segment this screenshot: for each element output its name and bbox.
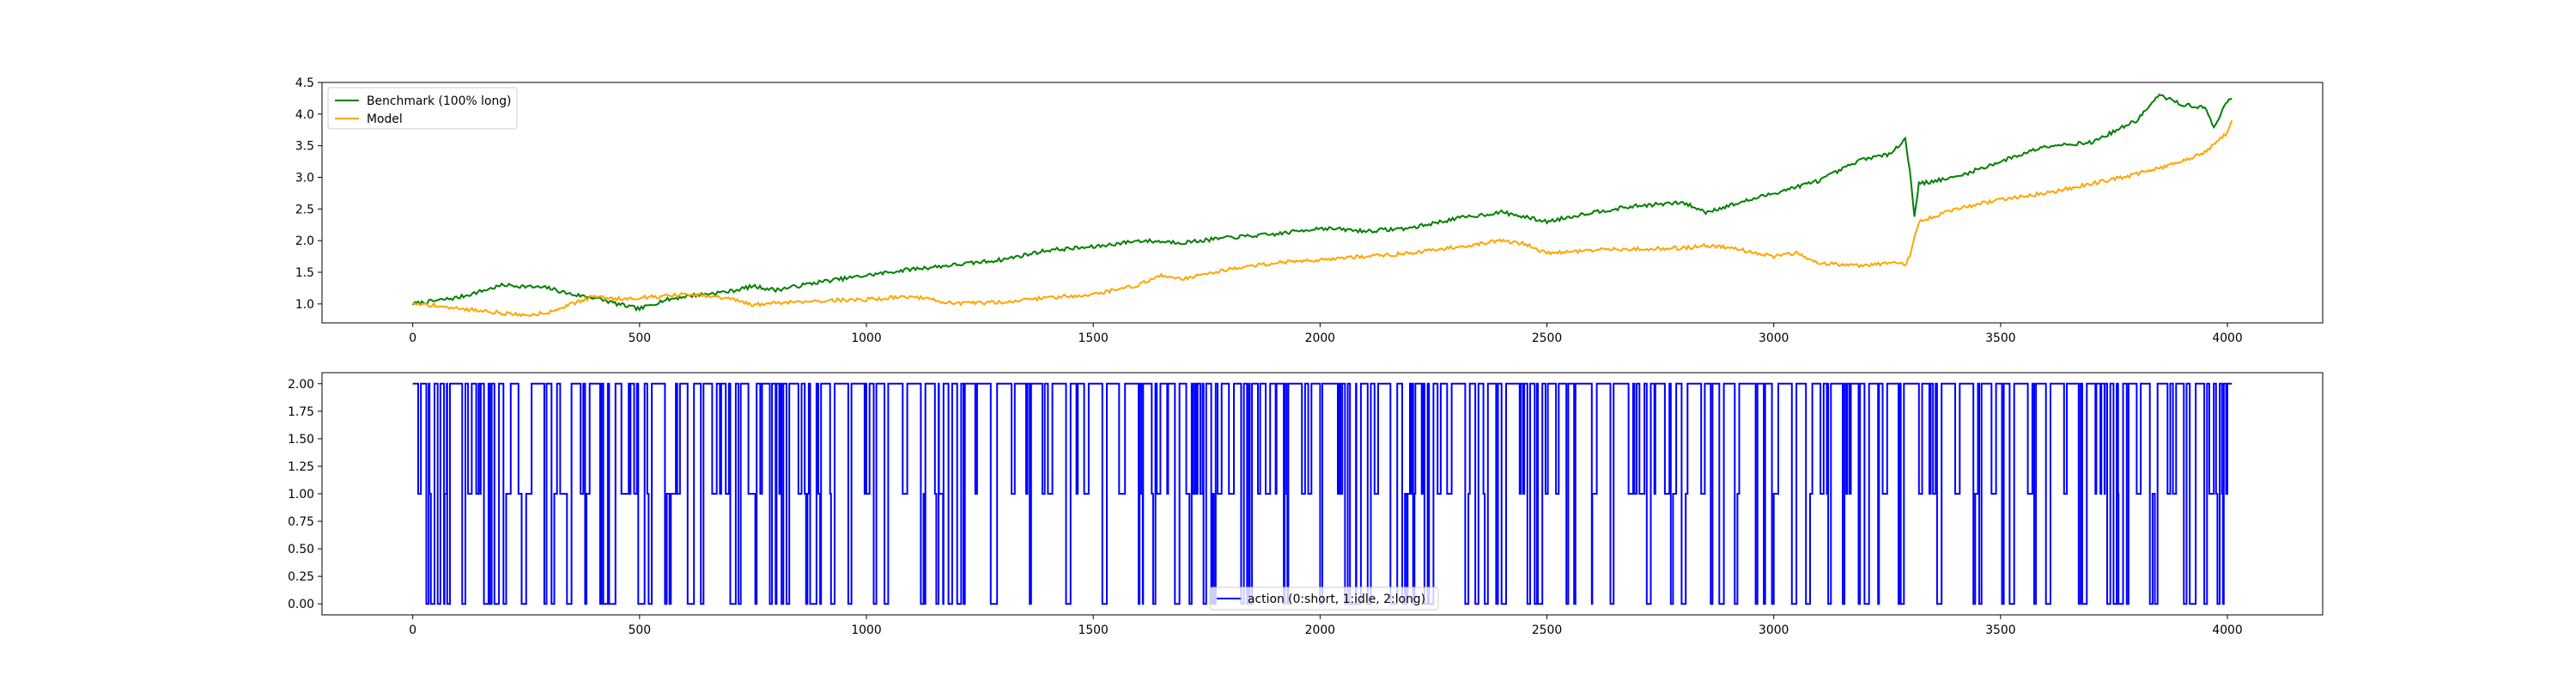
legend: Benchmark (100% long) Model	[327, 87, 518, 130]
y-tick-label: 2.0	[295, 234, 314, 248]
x-tick-label: 3000	[1759, 331, 1789, 345]
x-tick-label: 1500	[1078, 623, 1109, 637]
x-tick-label: 2500	[1532, 623, 1562, 637]
legend-label: action (0:short, 1:idle, 2:long)	[1248, 593, 1425, 606]
chart-top-benchmark-vs-model: 0 500 1000 1500 2000 2500 3000 3500 4000 1.0 1.5 2.…	[295, 76, 2324, 345]
x-tick-label: 1000	[851, 331, 881, 345]
y-tick-label: 0.50	[288, 543, 314, 556]
x-tick-label: 2000	[1305, 623, 1335, 637]
x-tick-label: 2000	[1305, 331, 1335, 345]
axes-frame	[321, 82, 2324, 324]
chart-bottom-action: 0 500 1000 1500 2000 2500 3000 3500 4000 0.00 0.25…	[288, 372, 2324, 637]
x-tick-label: 500	[629, 331, 652, 345]
series-line-model	[412, 119, 2233, 318]
x-tick-label: 4000	[2212, 331, 2242, 345]
plot-area	[411, 93, 2233, 318]
x-tick-label: 0	[409, 331, 416, 345]
x-tick-label: 2500	[1532, 331, 1562, 345]
y-tick-label: 4.5	[295, 76, 314, 90]
legend-label: Model	[367, 112, 403, 126]
legend-box	[327, 87, 518, 130]
y-tick-label: 2.5	[295, 203, 314, 216]
x-tick-label: 500	[629, 623, 652, 637]
y-tick-label: 1.75	[288, 405, 314, 419]
y-tick-label: 2.00	[288, 378, 314, 392]
y-tick-label: 3.5	[295, 140, 314, 154]
axes-frame	[321, 372, 2324, 616]
legend-box	[1209, 587, 1439, 611]
y-tick-label: 4.0	[295, 108, 314, 122]
series-line-action	[412, 382, 2233, 605]
x-tick-label: 1000	[851, 623, 881, 637]
y-tick-label: 0.75	[288, 515, 314, 529]
series-line-benchmark	[411, 93, 2233, 313]
x-tick-label: 3500	[1985, 331, 2015, 345]
y-tick-label: 0.25	[288, 570, 314, 584]
y-tick-label: 1.50	[288, 433, 314, 447]
x-tick-label: 0	[409, 623, 416, 637]
y-tick-label: 0.00	[288, 598, 314, 611]
x-tick-label: 1500	[1078, 331, 1109, 345]
legend-label: Benchmark (100% long)	[367, 94, 511, 108]
y-tick-label: 1.25	[288, 460, 314, 474]
x-tick-label: 3500	[1985, 623, 2015, 637]
x-tick-label: 3000	[1759, 623, 1789, 637]
plot-area	[412, 382, 2233, 605]
x-tick-label: 4000	[2212, 623, 2242, 637]
y-tick-label: 1.00	[288, 488, 314, 502]
y-tick-label: 1.5	[295, 266, 314, 280]
y-tick-label: 3.0	[295, 172, 314, 185]
y-tick-label: 1.0	[295, 298, 314, 312]
legend: action (0:short, 1:idle, 2:long)	[1209, 587, 1439, 611]
